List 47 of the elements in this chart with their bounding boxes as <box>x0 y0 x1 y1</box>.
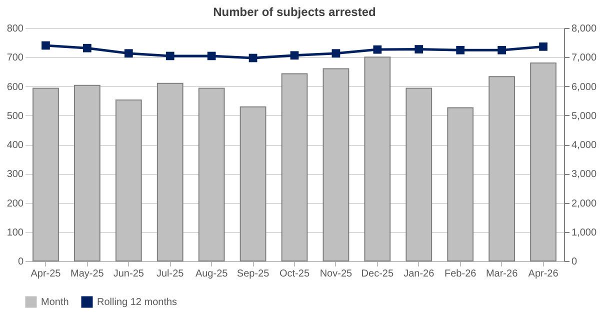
x-tick-label: Sep-25 <box>236 268 270 280</box>
point <box>166 52 174 60</box>
y-tick-label: 500 <box>6 110 24 122</box>
y2-tick-label: 7,000 <box>572 52 597 64</box>
y-tick-label: 300 <box>6 169 24 180</box>
point <box>539 42 548 51</box>
x-tick-label: Apr-25 <box>30 268 62 280</box>
y-tick-label: 200 <box>6 198 24 210</box>
y2-tick-label: 4,000 <box>572 140 597 151</box>
point <box>124 49 133 58</box>
legend-label: Rolling 12 months <box>97 297 178 308</box>
point <box>414 45 424 54</box>
x-tick-label: Feb-26 <box>444 268 477 280</box>
y-tick-label: 600 <box>6 82 24 93</box>
point <box>248 54 258 62</box>
x-tick-label: May-25 <box>70 268 104 280</box>
x-tick-label: Mar-26 <box>486 268 518 280</box>
x-tick-label: Jun-25 <box>113 268 144 280</box>
point <box>498 46 506 54</box>
y2-tick-label: 0 <box>572 256 578 268</box>
y2-tick-label: 8,000 <box>572 24 597 34</box>
x-tick-label: Aug-25 <box>195 268 228 280</box>
point <box>83 44 92 52</box>
y2-tick-label: 2,000 <box>572 198 597 210</box>
chart-title: Number of subjects arrested <box>213 5 376 19</box>
y2-tick-label: 5,000 <box>572 110 597 122</box>
y2-tick-label: 6,000 <box>572 82 597 93</box>
point <box>332 49 340 58</box>
legend-label: Month <box>41 297 69 308</box>
y-tick-label: 400 <box>6 140 24 151</box>
x-tick-label: Nov-25 <box>320 268 353 280</box>
point <box>207 52 216 60</box>
point <box>373 45 382 54</box>
y2-tick-label: 3,000 <box>572 169 597 180</box>
x-tick-label: Oct-25 <box>279 268 310 280</box>
x-tick-label: Jan-26 <box>404 268 435 280</box>
point <box>456 46 465 54</box>
x-tick-label: Dec-25 <box>361 268 394 280</box>
y-tick-label: 800 <box>6 24 24 34</box>
point <box>42 41 50 50</box>
x-tick-label: Apr-26 <box>528 268 559 280</box>
point <box>290 51 299 60</box>
y-tick-label: 0 <box>18 256 24 268</box>
x-tick-label: Jul-25 <box>156 268 184 280</box>
y2-tick-label: 1,000 <box>572 227 597 238</box>
y-tick-label: 100 <box>6 227 24 238</box>
y-tick-label: 700 <box>6 52 24 64</box>
